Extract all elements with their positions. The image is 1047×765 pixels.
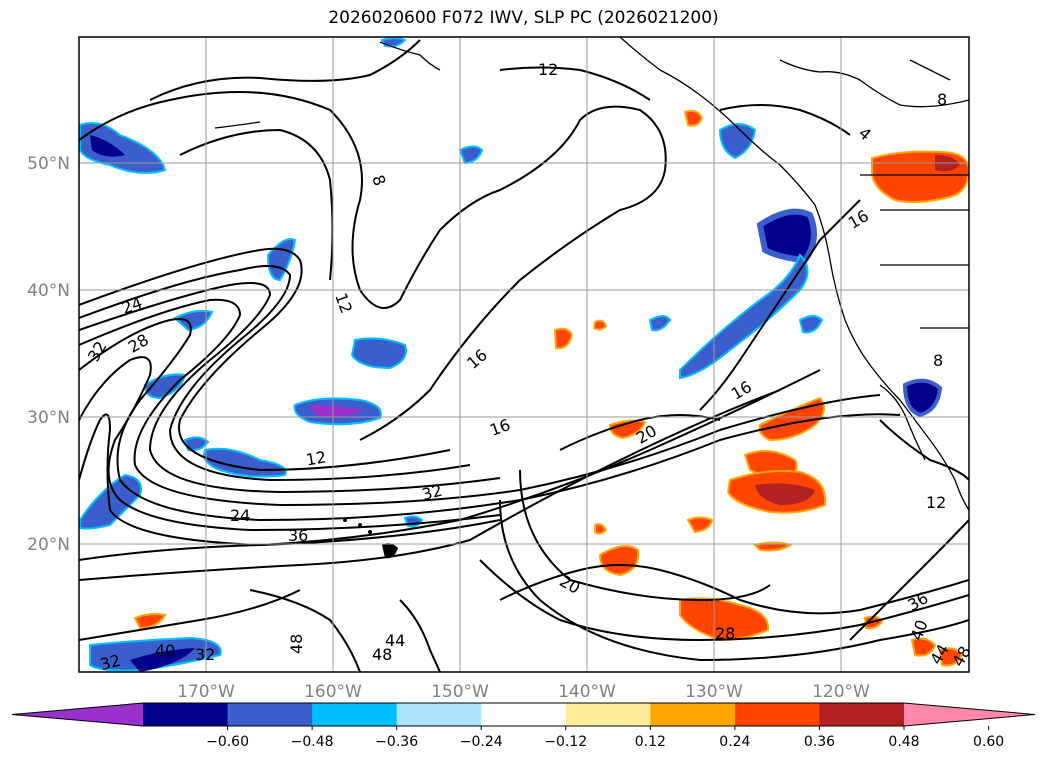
colorbar-tick-label: 0.12 bbox=[635, 734, 666, 750]
colorbar-segment bbox=[396, 703, 482, 726]
lon-label: 160°W bbox=[304, 682, 362, 702]
colorbar-tick-label: 0.36 bbox=[804, 734, 835, 750]
lon-label: 140°W bbox=[558, 682, 616, 702]
colorbar-segment bbox=[650, 703, 736, 726]
plot-frame bbox=[78, 36, 970, 673]
colorbar-segment bbox=[565, 703, 651, 726]
colorbar-tick-label: −0.24 bbox=[460, 734, 503, 750]
colorbar-tick-label: 0.48 bbox=[888, 734, 919, 750]
colorbar: −0.60 −0.48 −0.36 −0.24 −0.12 0.12 0.24 0.36 0.4… bbox=[11, 702, 1036, 750]
colorbar-extend-high bbox=[904, 703, 1035, 726]
colorbar-segment bbox=[312, 703, 398, 726]
contour-label: 32 bbox=[195, 645, 215, 664]
coastlines bbox=[214, 37, 969, 511]
latitude-labels: 50°N 40°N 30°N 20°N bbox=[27, 154, 70, 555]
contour-label: 8 bbox=[937, 90, 947, 109]
colorbar-extend-low bbox=[12, 703, 143, 726]
colorbar-segment bbox=[227, 703, 313, 726]
colorbar-segment bbox=[734, 703, 820, 726]
lon-label: 130°W bbox=[685, 682, 743, 702]
colorbar-tick-label: 0.24 bbox=[719, 734, 750, 750]
negative-anomaly-patches bbox=[79, 37, 943, 672]
map-title: 2026020600 F072 IWV, SLP PC (2026021200) bbox=[328, 8, 719, 28]
contour-label: 44 bbox=[385, 631, 405, 650]
lat-label: 30°N bbox=[27, 408, 70, 428]
contour-label: 32 bbox=[98, 651, 123, 675]
gridlines bbox=[79, 37, 969, 672]
contour-label: 40 bbox=[155, 641, 175, 660]
contour-label: 12 bbox=[304, 447, 327, 469]
colorbar-tick-label: −0.60 bbox=[206, 734, 249, 750]
colorbar-tick-label: −0.12 bbox=[544, 734, 587, 750]
contour-label: 12 bbox=[538, 60, 558, 79]
lat-label: 40°N bbox=[27, 281, 70, 301]
plot-area bbox=[79, 37, 969, 672]
contour-label: 48 bbox=[372, 645, 392, 664]
longitude-labels: 170°W 160°W 150°W 140°W 130°W 120°W bbox=[177, 682, 870, 702]
colorbar-segment bbox=[143, 703, 229, 726]
contour-label: 28 bbox=[715, 624, 735, 643]
contour-label: 32 bbox=[420, 481, 445, 505]
contour-label: 12 bbox=[926, 493, 946, 512]
positive-anomaly-patches bbox=[133, 109, 969, 667]
colorbar-segment bbox=[819, 703, 905, 726]
colorbar-tick-label: 0.60 bbox=[973, 734, 1004, 750]
lat-label: 50°N bbox=[27, 154, 70, 174]
contour-label: 8 bbox=[933, 351, 943, 370]
lon-label: 120°W bbox=[812, 682, 870, 702]
colorbar-outline bbox=[11, 702, 1036, 727]
slp-contours bbox=[79, 39, 969, 672]
contour-label: 48 bbox=[287, 634, 306, 654]
lon-label: 150°W bbox=[431, 682, 489, 702]
hawaii-islands bbox=[343, 518, 398, 559]
contour-label: 24 bbox=[230, 506, 250, 525]
colorbar-segment bbox=[481, 703, 567, 726]
colorbar-tick-label: −0.36 bbox=[375, 734, 418, 750]
lon-label: 170°W bbox=[177, 682, 235, 702]
lat-label: 20°N bbox=[27, 535, 70, 555]
contour-label: 36 bbox=[288, 526, 308, 545]
colorbar-tick-label: −0.48 bbox=[291, 734, 334, 750]
